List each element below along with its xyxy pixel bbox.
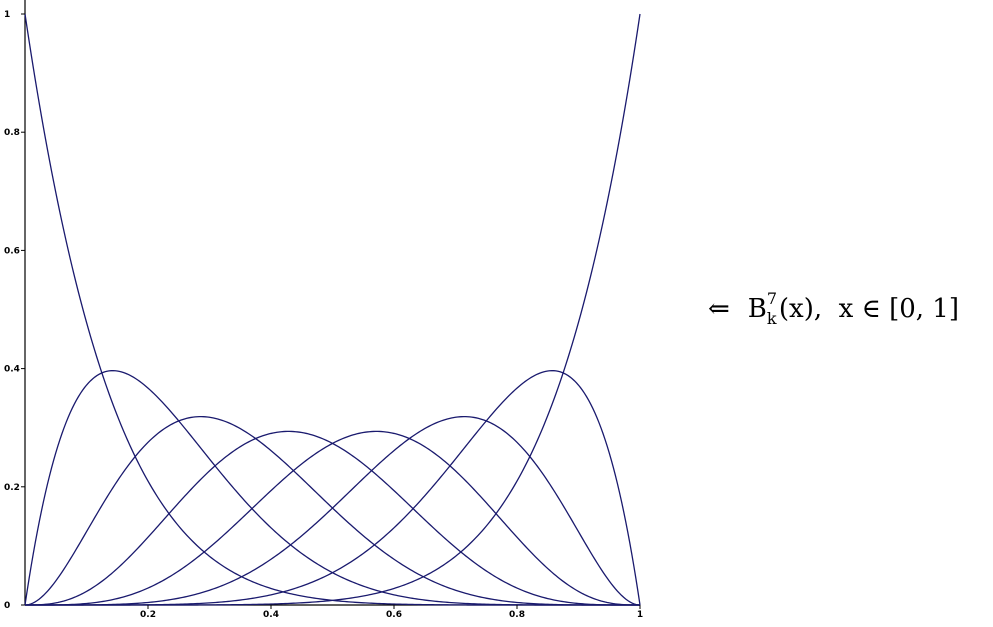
x-tick-label: 1 xyxy=(637,610,643,620)
bernstein-curve-k0 xyxy=(24,13,640,606)
x-tick-label: 0.8 xyxy=(509,610,525,620)
bernstein-plot: 0.2 0.4 0.6 0.8 1 0 0.2 0.4 0.6 0.8 1 xyxy=(4,0,643,620)
plot-caption: ⇐ B 7 k (x), x ∈ [0, 1] xyxy=(708,289,959,328)
bernstein-curve-k5 xyxy=(25,415,641,606)
bernstein-curve-k2 xyxy=(24,415,640,606)
caption-subscript: k xyxy=(766,309,777,328)
bernstein-curve-k6 xyxy=(25,369,641,606)
x-tick-label: 0.4 xyxy=(263,610,279,620)
caption-function-letter: B xyxy=(747,294,767,324)
y-tick-label: 0.4 xyxy=(4,365,20,375)
plot-axes xyxy=(24,0,640,606)
bernstein-curve-k1 xyxy=(24,369,640,606)
x-tick-label: 0.6 xyxy=(386,610,402,620)
y-tick-label: 1 xyxy=(4,10,10,20)
curve-group xyxy=(24,13,641,606)
bernstein-curve-k7 xyxy=(25,13,641,606)
caption-argument: (x), xyxy=(778,294,823,324)
bernstein-curve-k3 xyxy=(25,430,640,606)
y-tick-label: 0.6 xyxy=(4,246,20,256)
x-tick-label: 0.2 xyxy=(140,610,156,620)
left-double-arrow: ⇐ xyxy=(708,294,730,324)
y-tick-label: 0.2 xyxy=(4,483,20,493)
tick-group: 0.2 0.4 0.6 0.8 1 0 0.2 0.4 0.6 0.8 1 xyxy=(4,10,643,620)
y-tick-label: 0.8 xyxy=(4,128,20,138)
caption-superscript: 7 xyxy=(766,289,778,308)
bernstein-curve-k4 xyxy=(25,430,640,606)
y-tick-label: 0 xyxy=(4,601,10,611)
caption-domain: x ∈ [0, 1] xyxy=(838,294,959,324)
